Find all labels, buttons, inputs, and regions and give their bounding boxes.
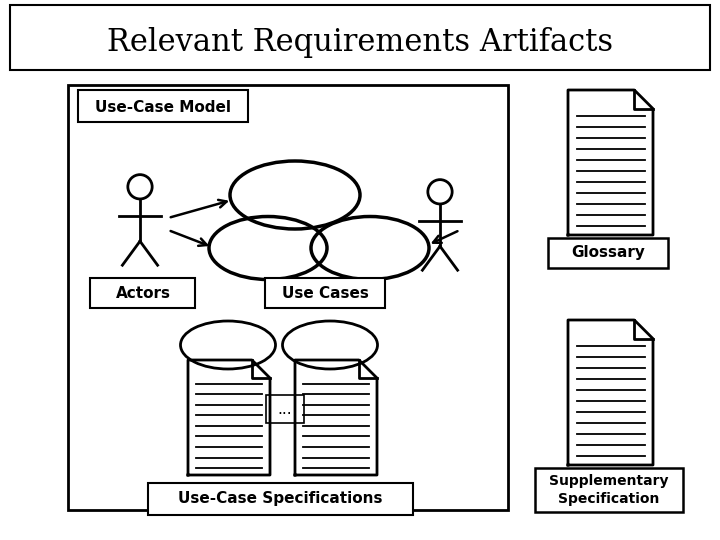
- FancyBboxPatch shape: [78, 90, 248, 122]
- Text: Use-Case Specifications: Use-Case Specifications: [178, 491, 382, 507]
- Text: Relevant Requirements Artifacts: Relevant Requirements Artifacts: [107, 26, 613, 57]
- Text: Glossary: Glossary: [571, 246, 645, 260]
- Text: Supplementary
Specification: Supplementary Specification: [549, 474, 669, 506]
- Text: Use-Case Model: Use-Case Model: [95, 100, 231, 116]
- Bar: [68, 85, 508, 510]
- Text: Actors: Actors: [115, 286, 171, 300]
- FancyBboxPatch shape: [148, 483, 413, 515]
- FancyBboxPatch shape: [90, 278, 195, 308]
- FancyBboxPatch shape: [548, 238, 668, 268]
- Bar: [10, 5, 710, 70]
- Text: Use Cases: Use Cases: [282, 286, 369, 300]
- FancyBboxPatch shape: [265, 278, 385, 308]
- FancyBboxPatch shape: [266, 395, 304, 423]
- Text: ...: ...: [278, 402, 292, 416]
- FancyBboxPatch shape: [535, 468, 683, 512]
